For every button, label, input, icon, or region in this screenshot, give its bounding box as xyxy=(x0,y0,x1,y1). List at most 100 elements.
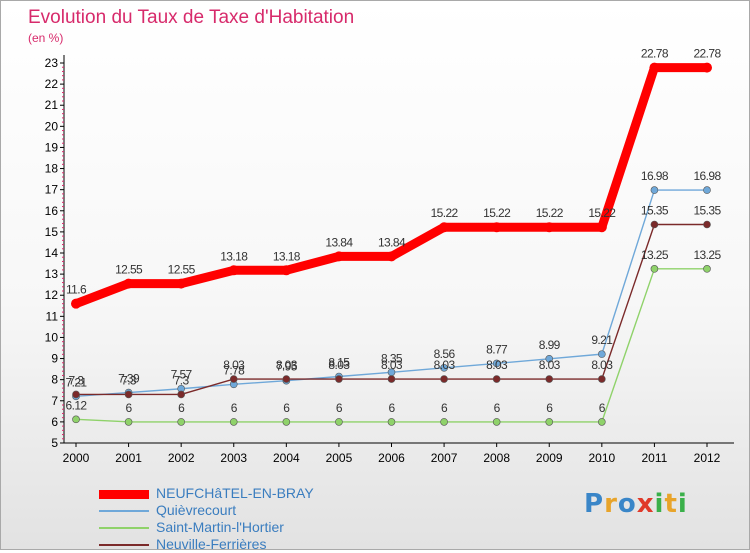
data-point xyxy=(440,364,448,372)
data-point xyxy=(229,375,238,383)
data-label: 8.03 xyxy=(539,358,561,372)
data-point xyxy=(123,278,134,289)
data-label: 8.15 xyxy=(328,356,350,370)
data-point xyxy=(386,251,397,262)
data-point xyxy=(492,359,501,368)
data-point xyxy=(598,350,606,358)
logo-letter: i xyxy=(677,489,688,519)
x-tick-label: 2011 xyxy=(642,451,668,465)
data-label: 6 xyxy=(599,401,606,415)
data-point xyxy=(545,354,554,363)
data-label: 8.77 xyxy=(486,342,508,356)
y-tick-label: 22 xyxy=(45,77,59,91)
data-point xyxy=(491,222,502,233)
data-point xyxy=(176,278,187,289)
data-label: 6 xyxy=(546,401,553,415)
data-label: 15.22 xyxy=(588,206,616,220)
data-point xyxy=(650,220,659,229)
data-point xyxy=(228,265,239,276)
data-point xyxy=(72,415,80,424)
data-label: 15.22 xyxy=(483,206,511,220)
data-label: 11.6 xyxy=(66,283,87,297)
y-tick-label: 9 xyxy=(51,352,58,366)
legend-swatch xyxy=(99,544,149,546)
proxiti-logo: Proxiti xyxy=(584,489,688,519)
data-label: 8.03 xyxy=(276,358,298,372)
x-tick-label: 2007 xyxy=(431,451,458,465)
data-label: 6 xyxy=(283,401,290,415)
y-tick-label: 18 xyxy=(45,162,59,176)
data-point xyxy=(440,418,448,426)
data-point xyxy=(282,375,291,383)
data-label: 6 xyxy=(441,401,448,415)
y-tick-label: 23 xyxy=(45,56,59,70)
data-label: 6 xyxy=(388,401,395,415)
data-point xyxy=(545,375,554,383)
data-label: 15.35 xyxy=(641,204,669,218)
legend-swatch xyxy=(99,527,149,529)
data-label: 6.12 xyxy=(66,398,88,412)
x-tick-label: 2003 xyxy=(220,451,247,465)
data-label: 7.3 xyxy=(121,373,137,387)
y-tick-label: 5 xyxy=(51,436,58,450)
data-point xyxy=(177,390,185,399)
data-label: 13.25 xyxy=(693,248,721,262)
legend-label: Saint-Martin-l'Hortier xyxy=(156,519,284,535)
data-point xyxy=(703,265,711,273)
data-point xyxy=(703,186,711,194)
data-label: 7.3 xyxy=(174,373,190,387)
data-label: 16.98 xyxy=(693,169,721,183)
logo-letter: x xyxy=(636,489,655,519)
chart-subtitle: (en %) xyxy=(28,31,64,45)
data-label: 13.25 xyxy=(641,248,669,262)
data-point xyxy=(281,265,292,276)
data-point xyxy=(387,375,396,383)
legend-label: Neuville-Ferrières xyxy=(156,536,267,552)
y-tick-label: 11 xyxy=(46,309,59,323)
data-label: 6 xyxy=(126,401,133,415)
data-label: 6 xyxy=(231,401,238,415)
data-label: 13.84 xyxy=(325,235,353,249)
y-tick-label: 13 xyxy=(45,267,59,281)
data-label: 9.21 xyxy=(591,333,613,347)
data-point xyxy=(544,222,555,233)
data-label: 7.57 xyxy=(171,368,193,382)
data-point xyxy=(124,390,133,399)
data-point xyxy=(71,298,81,309)
data-label: 13.18 xyxy=(220,249,248,263)
y-tick-label: 20 xyxy=(45,119,59,133)
x-tick-label: 2005 xyxy=(326,451,353,465)
data-label: 13.84 xyxy=(378,235,406,249)
chart-title: Evolution du Taux de Taxe d'Habitation xyxy=(28,7,355,28)
data-point xyxy=(72,390,80,399)
y-tick-label: 12 xyxy=(45,288,59,302)
y-tick-label: 8 xyxy=(51,373,58,387)
data-label: 7.78 xyxy=(223,363,245,377)
logo-letter: i xyxy=(654,489,665,519)
y-tick-label: 19 xyxy=(45,140,59,154)
data-label: 22.78 xyxy=(641,47,669,61)
data-point xyxy=(492,418,501,426)
logo-letter: o xyxy=(617,489,637,519)
x-tick-label: 2004 xyxy=(273,451,300,465)
y-tick-label: 14 xyxy=(45,246,59,260)
data-point xyxy=(492,375,501,383)
data-point xyxy=(703,220,711,229)
x-tick-label: 2010 xyxy=(588,451,615,465)
data-label: 8.03 xyxy=(223,358,245,372)
data-label: 8.56 xyxy=(434,347,456,361)
y-tick-label: 6 xyxy=(51,415,58,429)
data-label: 8.03 xyxy=(486,358,508,372)
data-label: 7.3 xyxy=(69,373,85,387)
data-label: 7.21 xyxy=(66,375,88,389)
data-label: 8.03 xyxy=(328,358,350,372)
logo-letter: t xyxy=(664,489,678,519)
logo-letter: r xyxy=(604,489,618,519)
data-point xyxy=(335,375,343,383)
data-label: 7.95 xyxy=(276,360,298,374)
x-tick-label: 2006 xyxy=(378,451,405,465)
data-label: 15.22 xyxy=(536,206,564,220)
data-label: 6 xyxy=(178,401,185,415)
